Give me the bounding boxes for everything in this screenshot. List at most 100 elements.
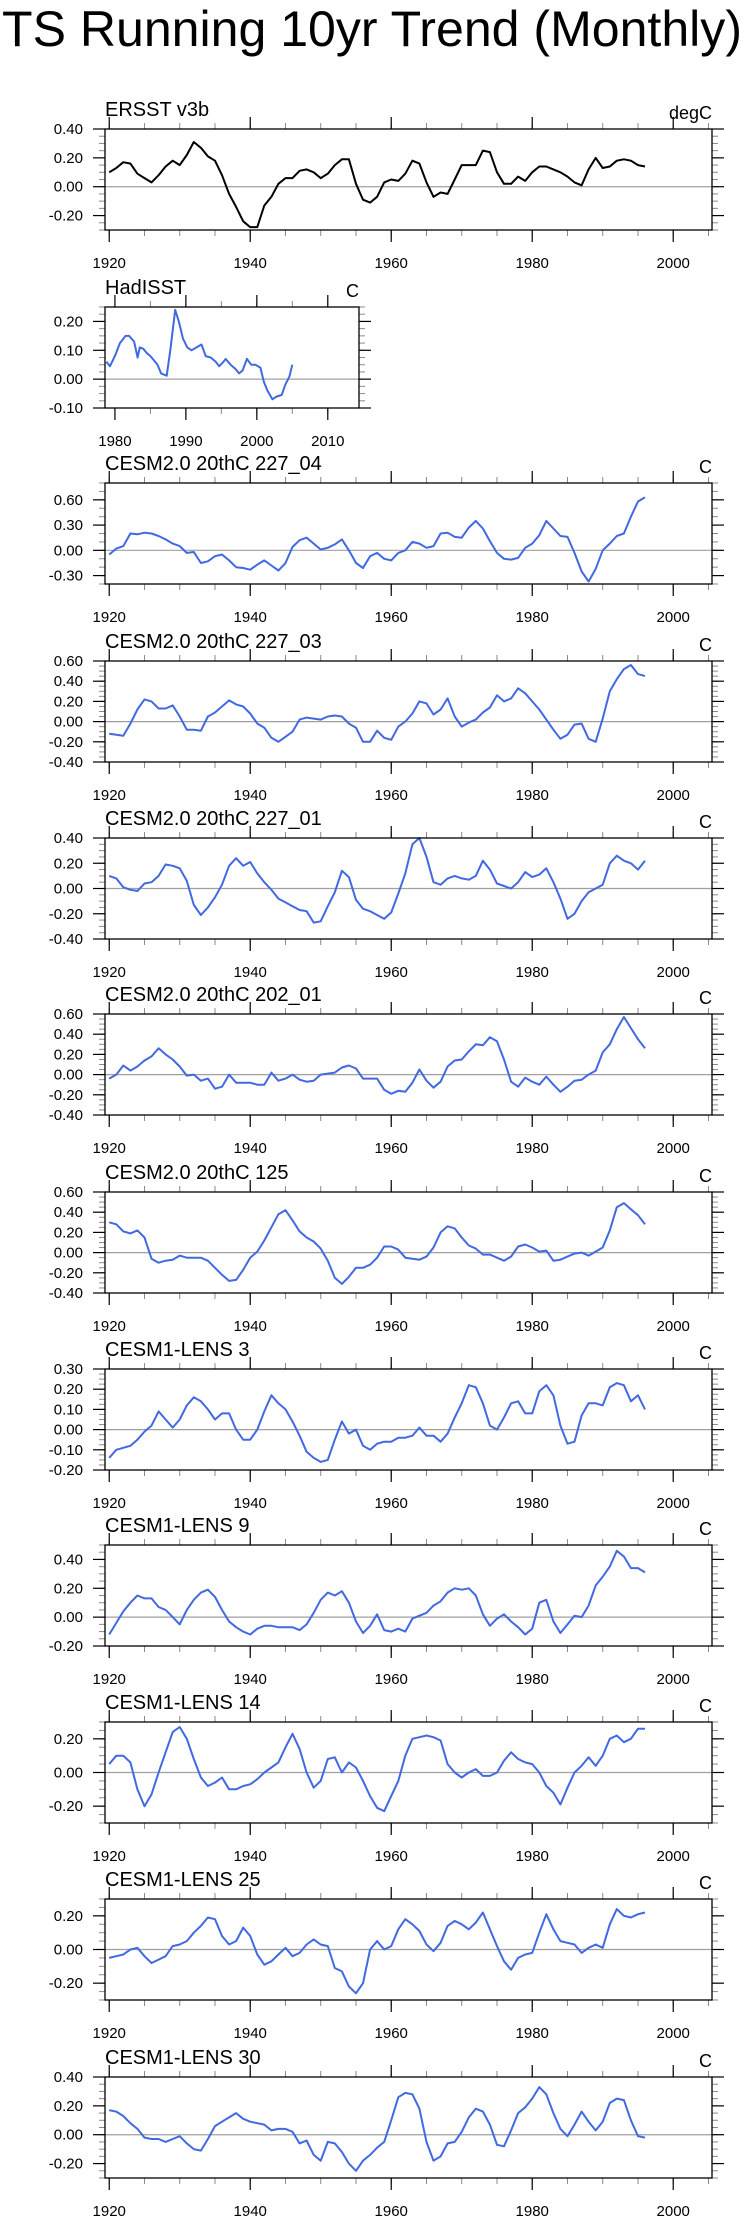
x-tick-label: 1920	[93, 787, 126, 804]
x-tick-label: 1920	[93, 255, 126, 272]
series-line	[108, 1382, 646, 1463]
x-tick-label: 1960	[375, 1848, 408, 1865]
x-tick-label: 1920	[93, 1140, 126, 1157]
y-tick-label: 0.00	[54, 1422, 83, 1439]
panel-10: CESM1-LENS 25 C -0.20 0.00 0.20 1920 1940 1960 1…	[49, 1869, 724, 2042]
x-tick-label: 1920	[93, 2025, 126, 2042]
series-line	[108, 1016, 646, 1095]
y-tick-label: 0.10	[54, 342, 83, 359]
y-tick-label: 0.00	[54, 1067, 83, 1084]
units-label: C	[699, 812, 712, 832]
x-tick-label: 1980	[98, 433, 131, 450]
x-tick-label: 2000	[657, 1495, 690, 1512]
x-tick-label: 2000	[657, 787, 690, 804]
x-tick-label: 1980	[516, 1140, 549, 1157]
plot-frame	[104, 128, 713, 231]
units-label: C	[699, 988, 712, 1008]
panel-title: HadISST	[105, 277, 186, 299]
y-tick-label: 0.20	[54, 1580, 83, 1597]
x-tick-label: 1940	[234, 2203, 267, 2220]
y-tick-label: 0.20	[54, 2098, 83, 2115]
x-tick-label: 1940	[234, 1140, 267, 1157]
x-tick-label: 1940	[234, 1318, 267, 1335]
x-tick-label: 1920	[93, 2203, 126, 2220]
y-tick-label: 0.00	[54, 1609, 83, 1626]
x-tick-label: 1940	[234, 964, 267, 981]
x-tick-label: 1920	[93, 1671, 126, 1688]
units-label: C	[699, 457, 712, 477]
plot-frame	[104, 2076, 713, 2179]
x-tick-label: 1920	[93, 964, 126, 981]
x-tick-label: 2000	[657, 1848, 690, 1865]
panel-title: CESM1-LENS 3	[105, 1339, 250, 1361]
y-tick-label: 0.40	[54, 1026, 83, 1043]
x-tick-label: 1980	[516, 2203, 549, 2220]
x-tick-label: 1960	[375, 255, 408, 272]
panel-title: CESM1-LENS 14	[105, 1692, 261, 1714]
y-tick-label: 0.30	[54, 1361, 83, 1378]
series-line	[109, 2086, 646, 2172]
x-tick-label: 1990	[169, 433, 202, 450]
x-tick-label: 1960	[375, 609, 408, 626]
x-tick-label: 1940	[234, 2025, 267, 2042]
x-tick-label: 2000	[657, 1140, 690, 1157]
series-line	[108, 141, 646, 229]
y-tick-label: 0.00	[54, 1942, 83, 1959]
panel-2: CESM2.0 20thC 227_04 C -0.30 0.00 0.30 0.60 19…	[49, 453, 724, 626]
y-tick-label: 0.00	[54, 2127, 83, 2144]
panel-11: CESM1-LENS 30 C -0.20 0.00 0.20 0.40 1920 1940 1…	[49, 2047, 724, 2220]
x-tick-label: 1920	[93, 1318, 126, 1335]
y-tick-label: 0.20	[54, 1381, 83, 1398]
panel-title: CESM2.0 20thC 125	[105, 1162, 288, 1184]
x-tick-label: 1980	[516, 1318, 549, 1335]
x-tick-label: 1940	[234, 787, 267, 804]
y-tick-label: 0.20	[54, 855, 83, 872]
plot-frame	[104, 1191, 713, 1294]
y-tick-label: -0.20	[49, 1265, 83, 1282]
series-line	[105, 308, 294, 401]
units-label: C	[699, 1873, 712, 1893]
x-tick-label: 1980	[516, 964, 549, 981]
panel-1: HadISST C -0.10 0.00 0.10 0.20 1980 1990 2000 201…	[49, 277, 371, 450]
y-tick-label: -0.20	[49, 906, 83, 923]
plot-frame	[104, 306, 360, 409]
y-tick-label: -0.40	[49, 931, 83, 948]
x-tick-label: 2010	[311, 433, 344, 450]
y-tick-label: 0.20	[54, 693, 83, 710]
panel-title: CESM1-LENS 30	[105, 2047, 261, 2069]
y-tick-label: 0.40	[54, 1551, 83, 1568]
x-tick-label: 1980	[516, 1495, 549, 1512]
plot-frame	[104, 837, 713, 940]
plot-frame	[104, 1544, 713, 1647]
y-tick-label: 0.40	[54, 121, 83, 138]
y-tick-label: 0.60	[54, 653, 83, 670]
x-tick-label: 1940	[234, 1495, 267, 1512]
x-tick-label: 2000	[240, 433, 273, 450]
y-tick-label: 0.20	[54, 313, 83, 330]
y-tick-label: 0.20	[54, 1908, 83, 1925]
x-tick-label: 1940	[234, 1671, 267, 1688]
y-tick-label: 0.00	[54, 1245, 83, 1262]
y-tick-label: 0.40	[54, 2069, 83, 2086]
x-tick-label: 1960	[375, 1495, 408, 1512]
x-tick-label: 1920	[93, 1495, 126, 1512]
y-tick-label: -0.30	[49, 568, 83, 585]
series-line	[108, 1726, 645, 1813]
x-tick-label: 1960	[375, 2203, 408, 2220]
y-tick-label: 0.30	[54, 517, 83, 534]
x-tick-label: 1960	[375, 1140, 408, 1157]
units-label: C	[699, 635, 712, 655]
panel-title: CESM2.0 20thC 227_01	[105, 808, 322, 830]
panel-6: CESM2.0 20thC 125 C -0.40 -0.20 0.00 0.20 0.40…	[49, 1162, 724, 1335]
y-tick-label: -0.20	[49, 1087, 83, 1104]
x-tick-label: 1960	[375, 787, 408, 804]
x-tick-label: 1980	[516, 1671, 549, 1688]
figure-title: TS Running 10yr Trend (Monthly)	[2, 1, 742, 57]
x-tick-label: 1980	[516, 787, 549, 804]
series-line	[108, 1202, 646, 1285]
units-label: C	[699, 2051, 712, 2071]
y-tick-label: 0.20	[54, 1046, 83, 1063]
y-tick-label: -0.40	[49, 754, 83, 771]
series-line	[109, 664, 646, 743]
